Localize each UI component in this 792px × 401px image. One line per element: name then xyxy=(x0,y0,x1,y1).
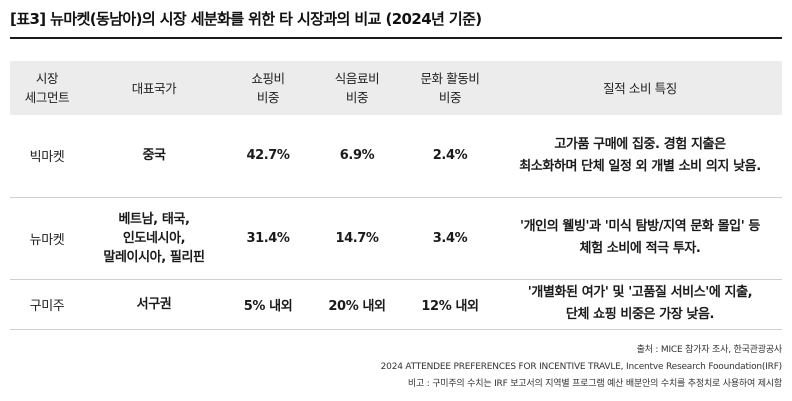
header-features: 질적 소비 특징 xyxy=(498,61,782,115)
title-divider xyxy=(10,37,782,39)
features-cell: 고가품 구매에 집중. 경험 지출은 최소화하며 단체 일정 외 개별 소비 의… xyxy=(519,136,761,174)
header-segment: 시장 세그먼트 xyxy=(10,61,84,115)
header-food: 식음료비 비중 xyxy=(312,61,402,115)
remark-note: 비고 : 구미주의 수치는 IRF 보고서의 지역별 프로그램 예산 배분안의 … xyxy=(407,379,782,389)
features-cell: '개별화된 여가' 및 '고품질 서비스'에 지출, 단체 쇼핑 비중은 가장 … xyxy=(498,278,782,330)
countries-cell: 서구권 xyxy=(84,278,224,330)
header-row: 시장 세그먼트 대표국가 쇼핑비 비중 식음료비 비중 문화 활동비 비중 xyxy=(10,61,782,115)
reference-note: 2024 ATTENDEE PREFERENCES FOR INCENTIVE … xyxy=(380,362,783,372)
source-note: 출처 : MICE 참가자 조사, 한국관광공사 xyxy=(636,345,783,355)
segment-cell: 뉴마켓 xyxy=(10,196,84,279)
table-row-new-market: 뉴마켓 베트남, 태국, 인도네시아, 말레이시아, 필리핀 31.4% 14.… xyxy=(10,196,782,279)
culture-cell: 3.4% xyxy=(402,196,498,279)
food-cell: 20% 내외 xyxy=(312,278,402,330)
countries-cell: 베트남, 태국, 인도네시아, 말레이시아, 필리핀 xyxy=(84,196,224,279)
header-shopping: 쇼핑비 비중 xyxy=(224,61,312,115)
header-culture: 문화 활동비 비중 xyxy=(402,61,498,115)
header-countries: 대표국가 xyxy=(84,61,224,115)
table-title: [표3] 뉴마켓(동남아)의 시장 세분화를 위한 타 시장과의 비교 (202… xyxy=(10,10,482,28)
comparison-table: 시장 세그먼트 대표국가 쇼핑비 비중 식음료비 비중 문화 활동비 비중 xyxy=(10,61,782,330)
features-cell: '개인의 웰빙'과 '미식 탐방/지역 문화 몰입' 등 체험 소비에 적극 투… xyxy=(498,196,782,279)
culture-cell: 12% 내외 xyxy=(402,278,498,330)
table-row-big-market: 빅마켓 중국 42.7% 6.9% 2.4% 고가품 구매에 집중. 경험 지출… xyxy=(10,115,782,197)
countries-cell: 중국 xyxy=(142,148,166,164)
shopping-cell: 31.4% xyxy=(224,196,312,279)
table-row-western-market: 구미주 서구권 5% 내외 20% 내외 12% 내외 '개별화된 여가' 및 … xyxy=(10,278,782,330)
food-cell: 6.9% xyxy=(339,148,375,164)
segment-cell: 빅마켓 xyxy=(29,150,65,166)
food-cell: 14.7% xyxy=(312,196,402,279)
shopping-cell: 5% 내외 xyxy=(224,278,312,330)
table-footer: 출처 : MICE 참가자 조사, 한국관광공사 2024 ATTENDEE P… xyxy=(380,342,783,393)
culture-cell: 2.4% xyxy=(432,148,468,164)
segment-cell: 구미주 xyxy=(10,278,84,330)
shopping-cell: 42.7% xyxy=(246,148,290,164)
